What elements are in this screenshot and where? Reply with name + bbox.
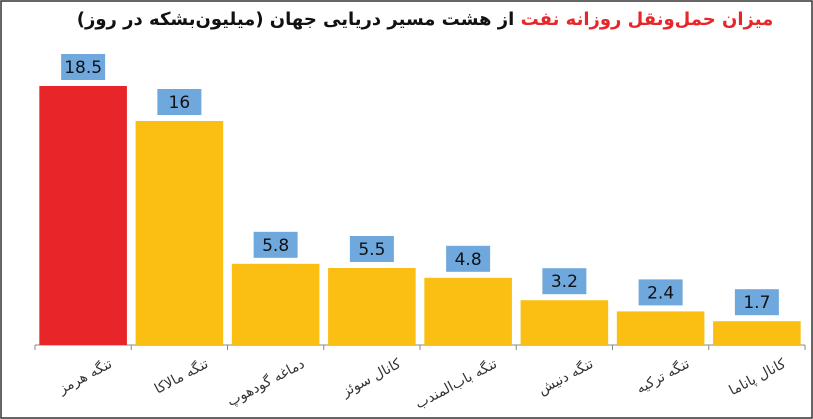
title-part: از هشت مسیر دریایی جهان (میلیون‌بشکه در … [77, 9, 515, 30]
value-label-box [542, 268, 587, 295]
bar [328, 268, 416, 345]
value-label-box [734, 289, 779, 316]
title-part: میزان حمل‌ونقل روزانه نفت [521, 9, 774, 30]
bar [135, 121, 224, 345]
value-label: 5.8 [262, 236, 289, 256]
bar [520, 300, 609, 345]
bar [231, 263, 320, 345]
bar [39, 86, 127, 345]
value-label: 4.8 [455, 250, 482, 270]
value-label: 16 [169, 93, 191, 113]
value-label-box [446, 245, 491, 272]
value-label-box [253, 231, 298, 258]
value-label-box [349, 236, 394, 262]
bar [424, 277, 512, 345]
value-label: 1.7 [743, 293, 770, 313]
chart-title: میزان حمل‌ونقل روزانه نفت از هشت مسیر در… [77, 9, 774, 30]
value-label-box [157, 89, 202, 115]
bar [713, 321, 801, 345]
value-label: 3.2 [551, 272, 578, 292]
value-label: 18.5 [64, 58, 102, 78]
value-label-box [638, 279, 683, 306]
bar [616, 311, 705, 345]
value-label: 2.4 [647, 283, 674, 303]
value-label-box [61, 54, 106, 80]
value-label: 5.5 [358, 240, 385, 260]
